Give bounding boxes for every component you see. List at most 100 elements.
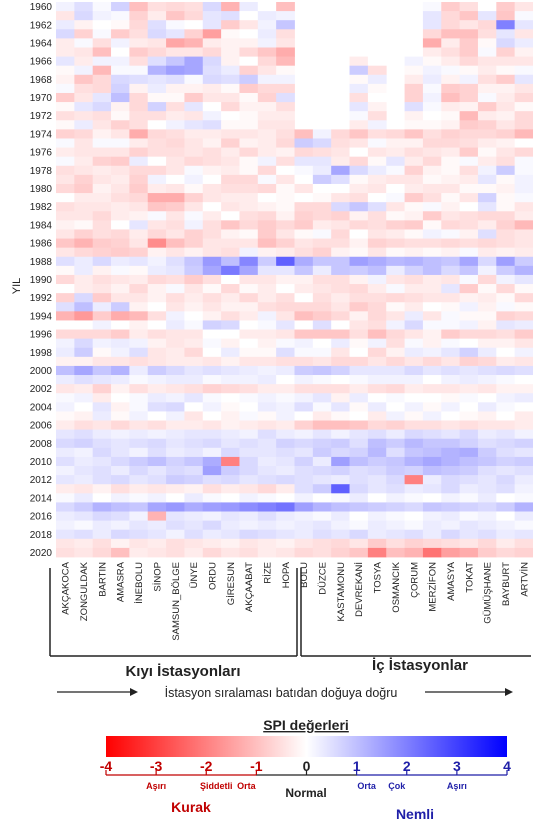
heatmap-cell xyxy=(477,129,497,139)
heatmap-cell xyxy=(441,92,461,103)
heatmap-cell xyxy=(147,56,167,67)
heatmap-cell xyxy=(367,56,387,67)
heatmap-cell xyxy=(404,193,424,203)
heatmap-cell xyxy=(441,2,461,12)
heatmap-cell xyxy=(239,347,259,358)
heatmap-cell xyxy=(239,320,259,330)
heatmap-cell xyxy=(276,147,295,158)
heatmap-cell xyxy=(477,484,497,494)
heatmap-cell xyxy=(92,2,112,12)
heatmap-cell xyxy=(166,111,185,121)
heatmap-cell xyxy=(276,402,295,412)
heatmap-cell xyxy=(367,520,387,531)
heatmap-cell xyxy=(166,229,185,239)
heatmap-cell xyxy=(202,302,222,312)
heatmap-cell xyxy=(386,202,405,212)
heatmap-cell xyxy=(92,520,112,531)
heatmap-cell xyxy=(221,29,240,39)
heatmap-cell xyxy=(276,520,295,531)
heatmap-cell xyxy=(514,83,533,94)
heatmap-cell xyxy=(404,256,424,267)
heatmap-cell xyxy=(367,92,387,103)
heatmap-cell xyxy=(56,256,75,267)
heatmap-cell xyxy=(202,356,222,367)
heatmap-cell xyxy=(239,174,259,185)
heatmap-cell xyxy=(459,338,479,349)
heatmap-cell xyxy=(349,402,369,412)
heatmap-cell xyxy=(147,347,167,358)
heatmap-cell xyxy=(496,356,516,367)
heatmap-cell xyxy=(184,338,204,349)
legend-dry-class: Şiddetli xyxy=(200,781,233,791)
heatmap-cell xyxy=(166,174,185,185)
heatmap-cell xyxy=(331,493,350,503)
heatmap-cell xyxy=(312,238,332,249)
heatmap-cell xyxy=(496,547,516,558)
heatmap-cell xyxy=(404,247,424,258)
heatmap-cell xyxy=(386,420,405,431)
heatmap-cell xyxy=(349,320,369,330)
heatmap-cell xyxy=(441,502,461,512)
heatmap-cell xyxy=(367,429,387,440)
heatmap-cell xyxy=(496,65,516,76)
heatmap-cell xyxy=(111,402,130,412)
heatmap-cell xyxy=(129,420,149,431)
heatmap-cell xyxy=(404,138,424,148)
station-label: ÇORUM xyxy=(409,562,420,598)
heatmap-cell xyxy=(312,466,332,476)
heatmap-cell xyxy=(276,493,295,503)
heatmap-cell xyxy=(349,111,369,121)
heatmap-cell xyxy=(514,265,533,276)
heatmap-cell xyxy=(221,493,240,503)
heatmap-cell xyxy=(111,511,130,522)
heatmap-cell xyxy=(74,338,94,349)
heatmap-cell xyxy=(184,238,204,249)
heatmap-cell xyxy=(111,475,130,485)
heatmap-cell xyxy=(276,329,295,340)
heatmap-cell xyxy=(496,238,516,249)
heatmap-cell xyxy=(441,493,461,503)
heatmap-cell xyxy=(496,11,516,21)
heatmap-cell xyxy=(459,493,479,503)
heatmap-cell xyxy=(111,211,130,221)
heatmap-cell xyxy=(441,74,461,85)
heatmap-cell xyxy=(331,193,350,203)
heatmap-cell xyxy=(514,393,533,403)
heatmap-cell xyxy=(147,29,167,39)
station-label: BARTIN xyxy=(97,562,108,597)
station-label: BAYBURT xyxy=(501,562,512,606)
heatmap-cell xyxy=(459,329,479,340)
heatmap-cell xyxy=(294,393,314,403)
heatmap-cell xyxy=(56,165,75,176)
heatmap-cell xyxy=(147,293,167,303)
heatmap-cell xyxy=(92,174,112,185)
heatmap-cell xyxy=(404,102,424,112)
heatmap-cell xyxy=(496,265,516,276)
heatmap-cell xyxy=(441,274,461,285)
heatmap-cell xyxy=(404,183,424,194)
heatmap-cell xyxy=(422,356,442,367)
heatmap-cell xyxy=(514,183,533,194)
heatmap-cell xyxy=(221,284,240,294)
legend-tick-label: 0 xyxy=(303,758,311,774)
heatmap-cell xyxy=(92,102,112,112)
heatmap-cell xyxy=(477,65,497,76)
heatmap-cell xyxy=(147,274,167,285)
heatmap-cell xyxy=(257,147,277,158)
heatmap-cell xyxy=(422,111,442,121)
heatmap-cell xyxy=(92,484,112,494)
heatmap-cell xyxy=(221,174,240,185)
heatmap-cell xyxy=(459,475,479,485)
heatmap-cell xyxy=(56,102,75,112)
heatmap-cell xyxy=(312,393,332,403)
heatmap-cell xyxy=(276,284,295,294)
heatmap-cell xyxy=(147,329,167,340)
heatmap-cell xyxy=(367,65,387,76)
heatmap-cell xyxy=(349,174,369,185)
heatmap-cells xyxy=(56,2,533,558)
heatmap-cell xyxy=(422,11,442,21)
heatmap-cell xyxy=(239,438,259,449)
heatmap-cell xyxy=(184,284,204,294)
heatmap-cell xyxy=(441,165,461,176)
heatmap-cell xyxy=(477,411,497,421)
